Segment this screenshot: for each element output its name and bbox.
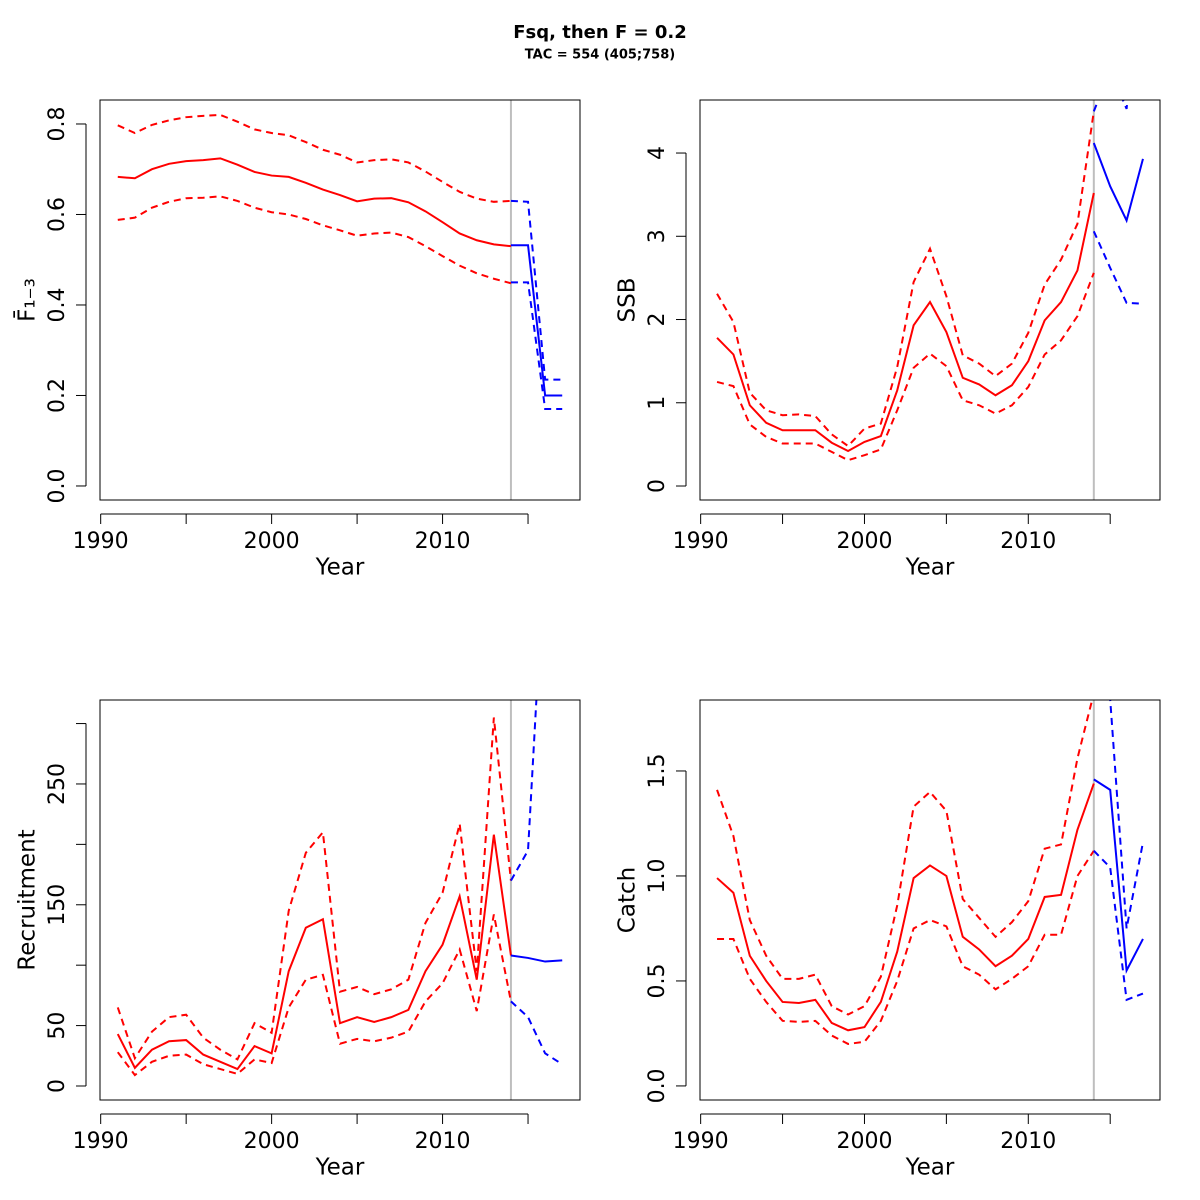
x-axis-label: Year [905,1155,955,1181]
interval-line [1108,700,1144,929]
x-tick-label: 2000 [244,1129,300,1154]
estimate-line [1092,142,1144,224]
y-tick-label: 50 [45,1012,70,1040]
figure-title: Fsq, then F = 0.2 [513,22,687,43]
panel: 1990 2000 2010 0.0 0.2 0.4 0.6 0.8 Year F̄₁₋₃ [12,99,581,581]
y-tick-label: 0 [645,479,670,493]
interval-line [117,113,511,203]
y-axis-label: Recruitment [15,829,41,970]
y-tick-label: 150 [45,884,70,926]
y-axis-label: Catch [615,867,641,933]
interval-line [716,111,1095,448]
y-tick-label: 2 [645,313,670,327]
interval-line [116,914,512,1077]
y-tick-label: 4 [645,146,670,160]
interval-line [1093,850,1144,1002]
interval-line [1092,230,1144,305]
figure-subtitle: TAC = 554 (405;758) [525,48,675,63]
interval-line [510,1000,563,1066]
x-tick-label: 1990 [73,1129,129,1154]
plot-frame [99,99,581,501]
plot-frame [699,699,1161,1101]
x-tick-label: 1990 [73,529,129,554]
interval-line [510,281,563,411]
x-tick-label: 2000 [244,529,300,554]
x-tick-label: 2000 [836,529,892,554]
y-tick-label: 0 [45,1079,70,1093]
plot-frame [699,99,1161,501]
estimate-line [716,783,1095,1032]
y-tick-label: 1.5 [645,753,670,788]
estimate-line [116,834,512,1071]
y-tick-label: 1 [645,396,670,410]
x-tick-label: 2010 [415,1129,471,1154]
panel: 1990 2000 2010 0 1 2 3 4 Year SSB [615,99,1161,581]
y-tick-label: 0.0 [45,468,70,503]
y-tick-label: 0.2 [45,378,70,413]
x-tick-label: 2010 [1000,529,1056,554]
y-tick-label: 0.5 [645,963,670,998]
y-tick-label: 250 [45,763,70,805]
estimate-line [716,192,1095,453]
x-tick-label: 2000 [836,1129,892,1154]
interval-line [1092,100,1129,112]
x-tick-label: 2010 [1000,1129,1056,1154]
panel: 1990 2000 2010 0.0 0.5 1.0 1.5 Year Catch [615,699,1161,1181]
y-tick-label: 1.0 [645,858,670,893]
y-tick-label: 0.0 [645,1068,670,1103]
y-axis-label: F̄₁₋₃ [12,278,40,322]
interval-line [510,199,563,381]
interval-line [717,850,1095,1045]
interval-line [510,700,538,882]
x-axis-label: Year [905,555,955,581]
interval-line [716,700,1094,1016]
panel: 1990 2000 2010 0 50 150 250 Year Recruitment [15,699,581,1181]
y-axis-label: SSB [615,278,641,323]
y-tick-label: 0.6 [45,197,70,232]
y-tick-label: 0.8 [45,106,70,141]
interval-line [117,195,512,285]
x-axis-label: Year [315,1155,365,1181]
estimate-line [510,244,563,397]
interval-line [116,717,512,1061]
x-axis-label: Year [315,555,365,581]
x-tick-label: 2010 [415,529,471,554]
plot-frame [99,699,581,1101]
estimate-line [1093,778,1144,974]
estimate-line [117,157,512,248]
y-tick-label: 3 [645,229,670,243]
y-tick-label: 0.4 [45,287,70,322]
estimate-line [510,954,563,963]
interval-line [716,272,1095,462]
x-tick-label: 1990 [673,1129,729,1154]
x-tick-label: 1990 [673,529,729,554]
